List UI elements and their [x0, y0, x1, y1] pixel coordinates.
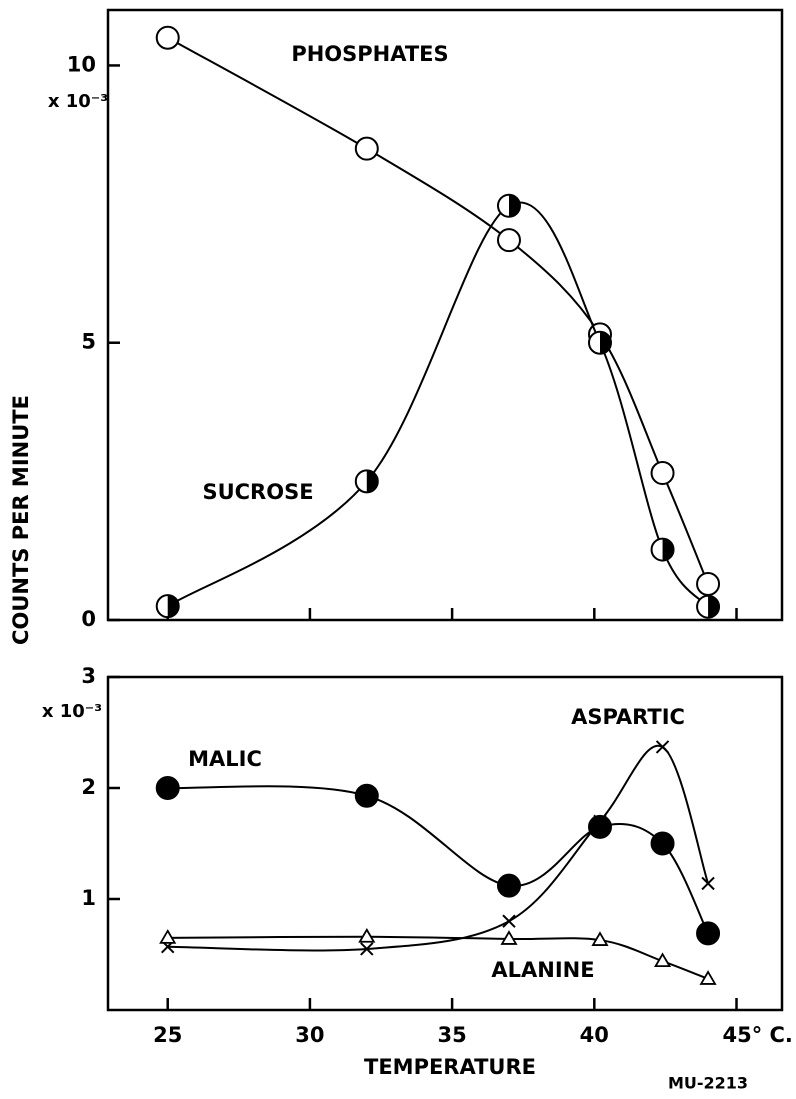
- x-tick-label: 25: [153, 1023, 182, 1047]
- marker-shape: [502, 914, 516, 928]
- marker-shape: [155, 25, 180, 50]
- series-line: [167, 201, 709, 608]
- data-point: [699, 970, 717, 985]
- marker-shape: [650, 461, 675, 486]
- x-tick-label: 40: [580, 1023, 609, 1047]
- series-label: ALANINE: [491, 958, 594, 982]
- marker-shape: [496, 873, 521, 898]
- data-point: [360, 942, 374, 956]
- marker-shape: [591, 931, 609, 946]
- data-point: [496, 193, 521, 218]
- data-point: [155, 776, 180, 800]
- y-tick-label: 1: [81, 886, 96, 910]
- marker-shape: [699, 970, 717, 985]
- marker-shape: [696, 921, 721, 946]
- marker-shape: [593, 814, 607, 829]
- marker-shape: [655, 740, 670, 754]
- data-point: [155, 594, 180, 619]
- y-multiplier: x 10⁻³: [48, 91, 108, 112]
- marker-shape: [354, 136, 379, 161]
- data-point: [159, 929, 177, 944]
- data-point: [587, 330, 612, 355]
- plot-frame: [106, 675, 784, 1012]
- series-label: SUCROSE: [202, 480, 313, 504]
- marker-shape: [599, 331, 611, 354]
- marker-shape: [662, 538, 674, 561]
- marker-shape: [508, 194, 520, 217]
- data-point: [587, 814, 612, 839]
- x-tick-label: 35: [437, 1023, 466, 1047]
- marker-shape: [155, 776, 180, 800]
- data-point: [358, 927, 376, 943]
- marker-shape: [650, 831, 675, 856]
- y-multiplier: x 10⁻³: [42, 701, 102, 722]
- data-point: [496, 873, 521, 898]
- series-label: ASPARTIC: [571, 705, 685, 729]
- marker-shape: [360, 942, 374, 956]
- data-point: [500, 930, 518, 945]
- marker-shape: [653, 952, 672, 968]
- plot-frame: [106, 8, 784, 622]
- marker-shape: [708, 595, 720, 618]
- data-point: [701, 876, 715, 891]
- series-label: MALIC: [188, 747, 262, 771]
- y-tick-label: 2: [81, 775, 96, 799]
- y-tick-label: 3: [81, 664, 96, 688]
- data-point: [354, 469, 379, 494]
- marker-shape: [366, 470, 378, 493]
- y-tick-label: 0: [81, 607, 96, 631]
- y-tick-label: 10: [67, 52, 96, 76]
- marker-shape: [500, 930, 518, 945]
- data-point: [591, 931, 609, 946]
- data-point: [696, 594, 721, 619]
- data-point: [354, 783, 379, 808]
- x-tick-label: 45° C.: [722, 1023, 792, 1047]
- data-point: [696, 571, 721, 596]
- series-line: [167, 744, 710, 952]
- data-point: [696, 921, 721, 946]
- marker-shape: [167, 595, 179, 618]
- marker-shape: [159, 929, 177, 944]
- series-line: [167, 785, 709, 934]
- data-point: [655, 740, 670, 754]
- marker-shape: [701, 876, 715, 891]
- x-axis-label: TEMPERATURE: [364, 1055, 536, 1079]
- data-point: [650, 831, 675, 856]
- data-point: [502, 914, 516, 928]
- data-point: [593, 814, 607, 829]
- data-point: [650, 537, 675, 562]
- marker-shape: [587, 814, 612, 839]
- marker-shape: [354, 783, 379, 808]
- data-point: [354, 136, 379, 161]
- figure-id: MU-2213: [668, 1074, 748, 1093]
- data-point: [496, 228, 521, 253]
- marker-shape: [696, 571, 721, 596]
- data-point: [155, 25, 180, 50]
- y-tick-label: 5: [81, 330, 96, 354]
- data-point: [653, 952, 672, 968]
- marker-shape: [496, 228, 521, 253]
- x-tick-label: 30: [295, 1023, 324, 1047]
- marker-shape: [358, 927, 376, 943]
- data-point: [650, 461, 675, 486]
- series-label: PHOSPHATES: [291, 42, 448, 66]
- y-axis-label: COUNTS PER MINUTE: [9, 395, 33, 645]
